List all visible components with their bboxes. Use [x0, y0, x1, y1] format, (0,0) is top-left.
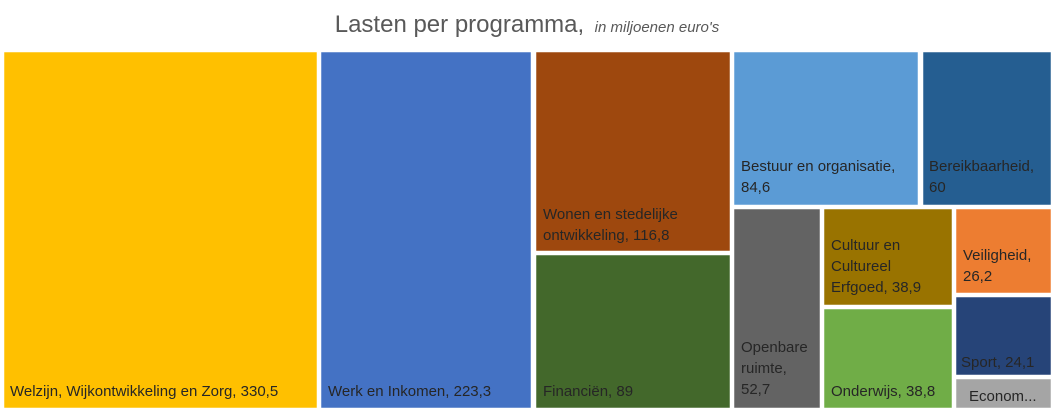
tile-rect-veiligheid — [953, 206, 1054, 296]
chart-title-subtitle: in miljoenen euro's — [595, 19, 720, 36]
treemap-tiles: Welzijn, Wijkontwikkeling en Zorg, 330,5… — [1, 49, 1054, 411]
tile-label-wonen-en-stedelijke-ontwikkeling: Wonen en stedelijke ontwikkeling, 116,8 — [543, 206, 678, 244]
chart-title-main: Lasten per programma, — [335, 11, 584, 38]
tile-cultuur-en-cultureel-erfgoed: Cultuur en Cultureel Erfgoed, 38,9 — [821, 206, 955, 308]
tile-label-sport: Sport, 24,1 — [961, 354, 1034, 371]
tile-rect-bereikbaarheid — [920, 49, 1054, 208]
tile-rect-sport — [953, 294, 1054, 378]
tile-rect-onderwijs — [821, 306, 955, 411]
tile-rect-bestuur-en-organisatie — [731, 49, 921, 208]
chart-title: Lasten per programma, in miljoenen euro'… — [335, 11, 720, 38]
tile-label-cultuur-en-cultureel-erfgoed: Cultuur en Cultureel Erfgoed, 38,9 — [831, 237, 921, 296]
tile-label-veiligheid: Veiligheid, 26,2 — [963, 247, 1031, 285]
tile-sport: Sport, 24,1 — [953, 294, 1054, 378]
tile-econom: Econom... — [953, 376, 1054, 411]
tile-welzijn-wijkontwikkeling-en-zorg: Welzijn, Wijkontwikkeling en Zorg, 330,5 — [1, 49, 320, 411]
tile-financi-n: Financiën, 89 — [533, 252, 733, 411]
tile-rect-welzijn-wijkontwikkeling-en-zorg — [1, 49, 320, 411]
tile-label-bestuur-en-organisatie: Bestuur en organisatie, 84,6 — [741, 158, 895, 196]
tile-bereikbaarheid: Bereikbaarheid, 60 — [920, 49, 1054, 208]
tile-bestuur-en-organisatie: Bestuur en organisatie, 84,6 — [731, 49, 921, 208]
tile-label-openbare-ruimte: Openbare ruimte, 52,7 — [741, 339, 808, 398]
tile-rect-financi-n — [533, 252, 733, 411]
tile-rect-wonen-en-stedelijke-ontwikkeling — [533, 49, 733, 254]
tile-werk-en-inkomen: Werk en Inkomen, 223,3 — [318, 49, 534, 411]
tile-label-econom: Econom... — [969, 388, 1037, 405]
tile-rect-econom — [953, 376, 1054, 411]
tile-wonen-en-stedelijke-ontwikkeling: Wonen en stedelijke ontwikkeling, 116,8 — [533, 49, 733, 254]
tile-openbare-ruimte: Openbare ruimte, 52,7 — [731, 206, 823, 411]
tile-onderwijs: Onderwijs, 38,8 — [821, 306, 955, 411]
tile-label-welzijn-wijkontwikkeling-en-zorg: Welzijn, Wijkontwikkeling en Zorg, 330,5 — [10, 383, 278, 400]
tile-label-werk-en-inkomen: Werk en Inkomen, 223,3 — [328, 383, 491, 400]
tile-rect-werk-en-inkomen — [318, 49, 534, 411]
tile-rect-openbare-ruimte — [731, 206, 823, 411]
tile-label-financi-n: Financiën, 89 — [543, 383, 633, 400]
tile-veiligheid: Veiligheid, 26,2 — [953, 206, 1054, 296]
tile-label-bereikbaarheid: Bereikbaarheid, 60 — [929, 158, 1034, 196]
tile-rect-cultuur-en-cultureel-erfgoed — [821, 206, 955, 308]
tile-label-onderwijs: Onderwijs, 38,8 — [831, 383, 935, 400]
